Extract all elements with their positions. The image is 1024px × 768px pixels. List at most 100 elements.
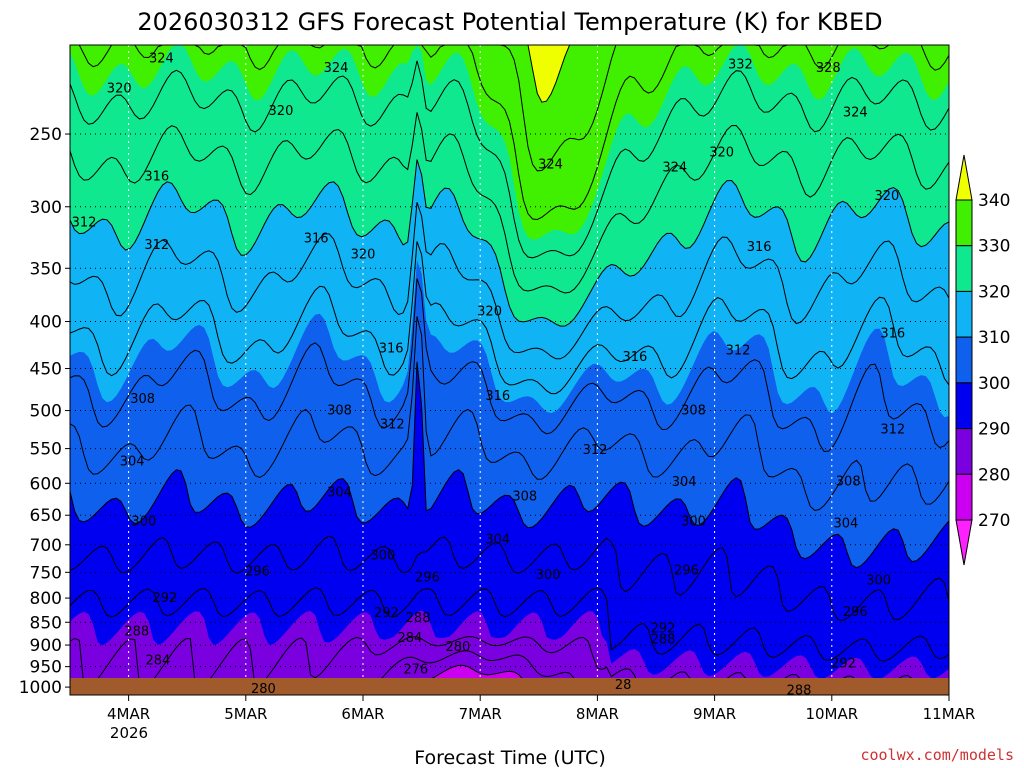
contour-label: 292 xyxy=(153,591,178,606)
contour-label: 304 xyxy=(120,454,145,469)
contour-label: 308 xyxy=(512,489,537,504)
x-tick-label: 11MAR xyxy=(923,705,976,723)
colorbar-cap-bottom xyxy=(955,519,973,566)
contour-label: 284 xyxy=(145,654,170,669)
contour-label: 312 xyxy=(880,422,905,437)
contour-label: 320 xyxy=(477,304,502,319)
contour-label: 300 xyxy=(866,574,891,589)
contour-label: 288 xyxy=(124,625,149,640)
contour-label: 316 xyxy=(622,350,647,365)
y-tick-label: 450 xyxy=(30,360,62,380)
contour-label: 324 xyxy=(843,106,868,121)
colorbar-label: 270 xyxy=(978,511,1010,531)
y-tick-label: 550 xyxy=(30,440,62,460)
contour-label: 308 xyxy=(130,392,155,407)
colorbar-label: 320 xyxy=(978,282,1010,302)
contour-label: 280 xyxy=(446,640,471,655)
contour-label: 288 xyxy=(787,683,812,698)
contour-label: 332 xyxy=(728,57,753,72)
contour-label: 320 xyxy=(874,189,899,204)
colorbar-label: 290 xyxy=(978,420,1010,440)
y-tick-label: 650 xyxy=(30,506,62,526)
year-label: 2026 xyxy=(110,724,148,742)
contour-line-284 xyxy=(70,650,949,695)
contour-line-332 xyxy=(70,45,949,221)
contour-label: 292 xyxy=(374,606,399,621)
contour-line-336 xyxy=(70,45,949,172)
colorbar: 340 330 320 310 300 290 280 270 xyxy=(955,154,1010,566)
x-axis: 2026 4MAR 5MAR 6MAR 7MAR 8MAR 9MAR 10MAR 11MAR xyxy=(107,695,975,742)
contour-label: 292 xyxy=(831,656,856,671)
contour-label: 308 xyxy=(327,404,352,419)
x-axis-label: Forecast Time (UTC) xyxy=(414,747,605,768)
y-tick-label: 300 xyxy=(30,198,62,218)
y-tick-label: 500 xyxy=(30,402,62,422)
y-tick-label: 1000 xyxy=(19,678,62,698)
y-tick-label: 850 xyxy=(30,613,62,633)
contour-label: 324 xyxy=(662,161,687,176)
contour-label: 312 xyxy=(144,238,169,253)
contour-label: 276 xyxy=(403,663,428,678)
contour-line-328 xyxy=(70,60,949,259)
y-tick-label: 950 xyxy=(30,658,62,678)
x-tick-label: 4MAR xyxy=(107,705,150,723)
contour-line-316 xyxy=(70,202,949,360)
x-tick-label: 7MAR xyxy=(459,705,502,723)
contour-label: 324 xyxy=(538,158,563,173)
contour-label: 312 xyxy=(583,443,608,458)
x-tick-label: 8MAR xyxy=(576,705,619,723)
colorbar-box xyxy=(955,428,973,475)
contour-label: 296 xyxy=(245,564,270,579)
contour-label: 296 xyxy=(415,571,440,586)
x-tick-label: 5MAR xyxy=(224,705,267,723)
contour-label: 300 xyxy=(681,514,706,529)
y-tick-label: 800 xyxy=(30,589,62,609)
contour-label: 288 xyxy=(406,611,431,626)
band-330 xyxy=(70,45,949,240)
contour-label: 316 xyxy=(304,232,329,247)
chart-title: 2026030312 GFS Forecast Potential Temper… xyxy=(137,8,882,36)
colorbar-box xyxy=(955,382,973,430)
contour-label: 304 xyxy=(485,533,510,548)
colorbar-box xyxy=(955,290,973,338)
contour-label: 312 xyxy=(380,418,405,433)
contour-line-308 xyxy=(70,278,949,453)
y-tick-label: 250 xyxy=(30,125,62,145)
contour-label: 292 xyxy=(651,621,676,636)
contour-label: 316 xyxy=(880,326,905,341)
filled-contours xyxy=(70,45,949,695)
contour-label: 316 xyxy=(485,389,510,404)
x-tick-label: 6MAR xyxy=(341,705,384,723)
contour-label: 304 xyxy=(327,486,352,501)
contour-line-324 xyxy=(70,112,949,294)
contour-label: 284 xyxy=(397,631,422,646)
y-tick-label: 750 xyxy=(30,563,62,583)
grid-lines xyxy=(70,45,949,695)
colorbar-label: 310 xyxy=(978,328,1010,348)
x-tick-label: 10MAR xyxy=(805,705,858,723)
contour-label: 288 xyxy=(651,633,676,648)
contour-label: 300 xyxy=(131,514,156,529)
colorbar-label: 280 xyxy=(978,465,1010,485)
contour-label: 316 xyxy=(379,342,404,357)
colorbar-cap-top xyxy=(955,154,973,201)
colorbar-box xyxy=(955,336,973,384)
contour-label: 320 xyxy=(709,146,734,161)
contour-label: 280 xyxy=(251,682,276,697)
contour-label: 316 xyxy=(144,169,169,184)
band-320 xyxy=(70,45,949,327)
colorbar-box xyxy=(955,473,973,521)
ground-surface xyxy=(70,678,949,695)
contour-label: 296 xyxy=(674,564,699,579)
contour-label: 28 xyxy=(615,678,632,693)
y-tick-label: 350 xyxy=(30,259,62,279)
colorbar-box xyxy=(955,245,973,292)
contour-line-304 xyxy=(70,316,949,512)
contour-label: 300 xyxy=(371,548,396,563)
contour-label: 296 xyxy=(843,605,868,620)
contour-labels: 324 320 324 320 316 312 312 316 320 324 324 320 332 3… xyxy=(72,52,906,698)
contour-line-292 xyxy=(70,587,949,662)
colorbar-label: 330 xyxy=(978,237,1010,257)
contour-label: 312 xyxy=(72,215,97,230)
y-tick-label: 700 xyxy=(30,536,62,556)
